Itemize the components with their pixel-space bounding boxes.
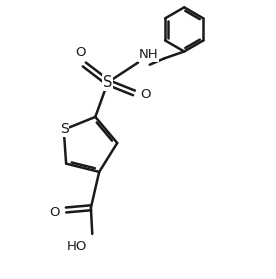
Text: O: O: [140, 88, 150, 101]
Text: S: S: [103, 75, 112, 90]
Text: HO: HO: [67, 239, 87, 252]
Text: S: S: [60, 122, 69, 136]
Text: NH: NH: [139, 48, 158, 61]
Text: O: O: [75, 47, 85, 59]
Text: O: O: [49, 206, 60, 219]
